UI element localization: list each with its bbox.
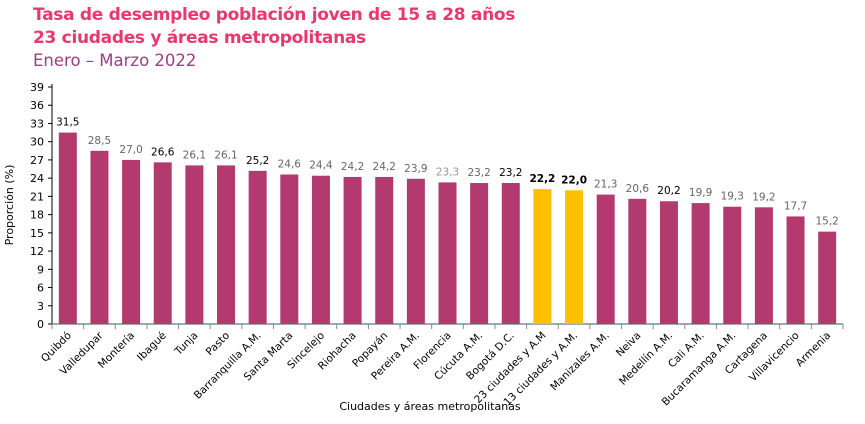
bar (470, 183, 489, 324)
y-tick-label: 0 (37, 318, 44, 331)
data-label: 25,2 (246, 155, 269, 167)
data-label: 20,2 (657, 185, 680, 197)
bar (533, 189, 552, 324)
data-label: 19,3 (721, 191, 744, 203)
y-tick-label: 24 (30, 172, 44, 185)
bar (375, 176, 394, 324)
y-tick-label: 33 (30, 117, 44, 130)
bar (818, 231, 837, 324)
y-axis-title: Proporción (%) (3, 165, 16, 246)
bar (248, 170, 267, 324)
data-label: 27,0 (119, 144, 142, 156)
bar (58, 132, 77, 324)
chart-title: Tasa de desempleo población joven de 15 … (33, 5, 516, 25)
y-tick-label: 27 (30, 154, 44, 167)
y-tick-label: 9 (37, 263, 44, 276)
data-label: 19,2 (752, 191, 775, 203)
bar (786, 216, 805, 324)
data-label: 24,4 (309, 160, 333, 172)
data-label: 15,2 (815, 216, 838, 228)
x-tick-label: Armenia (794, 330, 834, 370)
bar (723, 206, 742, 324)
bar (596, 194, 615, 324)
bar (90, 150, 109, 324)
data-label: 23,9 (404, 163, 427, 175)
bar (217, 165, 236, 324)
data-label: 31,5 (56, 117, 79, 129)
bar (754, 207, 773, 324)
x-tick-label: Ibagué (135, 330, 169, 364)
data-label: 23,2 (499, 167, 522, 179)
x-tick-label: Neiva (614, 330, 644, 360)
x-tick-label: Manizales A.M. (548, 330, 612, 394)
data-label: 23,3 (436, 166, 459, 178)
bar (438, 182, 457, 324)
y-tick-label: 39 (30, 81, 44, 94)
data-label: 23,2 (467, 167, 490, 179)
data-label: 24,2 (373, 161, 396, 173)
y-tick-label: 30 (30, 136, 44, 149)
bar (343, 176, 362, 324)
bar (628, 198, 647, 324)
chart-period: Enero – Marzo 2022 (33, 51, 197, 70)
bar (153, 162, 172, 324)
chart-subtitle: 23 ciudades y áreas metropolitanas (33, 28, 366, 48)
data-label: 26,1 (214, 149, 237, 161)
bar (280, 174, 299, 324)
bar (565, 190, 584, 324)
data-label: 21,3 (594, 179, 617, 191)
data-label: 20,6 (626, 183, 650, 195)
bar (406, 178, 425, 324)
data-label: 24,2 (341, 161, 364, 173)
bar (185, 165, 204, 324)
x-tick-label: Tunja (172, 330, 201, 359)
y-tick-label: 6 (37, 282, 44, 295)
data-label: 17,7 (784, 200, 807, 212)
x-tick-label: Pasto (204, 330, 233, 359)
bar (501, 183, 520, 324)
x-axis-title: Ciudades y áreas metropolitanas (339, 400, 521, 413)
y-tick-label: 12 (30, 245, 44, 258)
bar (122, 159, 141, 324)
data-label: 26,1 (183, 149, 206, 161)
data-label: 22,2 (529, 173, 555, 185)
y-tick-label: 21 (30, 190, 44, 203)
data-label: 22,0 (561, 174, 587, 186)
bar (691, 203, 710, 324)
data-label: 26,6 (151, 146, 175, 158)
y-tick-label: 36 (30, 99, 44, 112)
data-label: 24,6 (278, 159, 302, 171)
bar (659, 201, 678, 324)
y-tick-label: 3 (37, 300, 44, 313)
y-tick-label: 15 (30, 227, 44, 240)
data-label: 19,9 (689, 187, 712, 199)
y-tick-label: 18 (30, 209, 44, 222)
data-label: 28,5 (88, 135, 111, 147)
bar (311, 175, 330, 324)
